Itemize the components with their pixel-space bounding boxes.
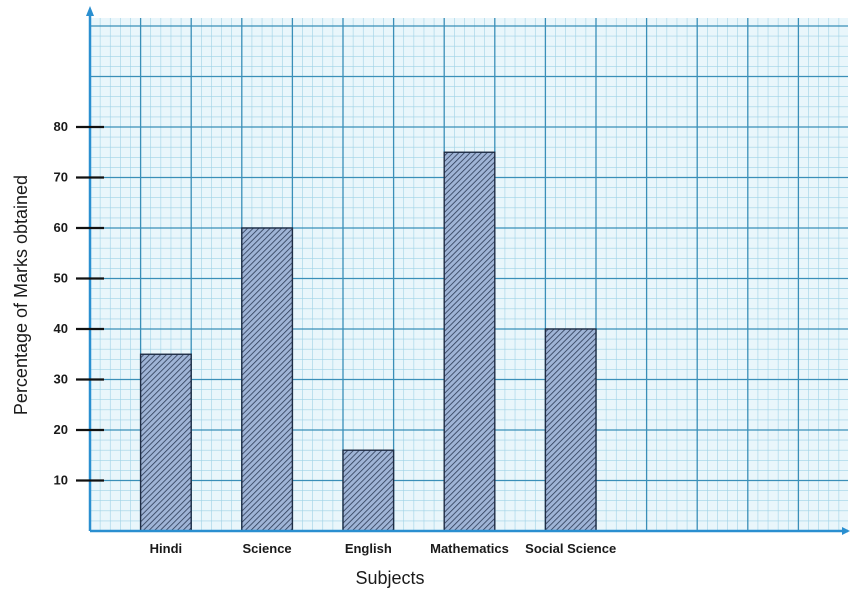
- x-tick-label: Hindi: [150, 541, 183, 556]
- y-tick-label: 60: [54, 220, 68, 235]
- x-tick-label: Social Science: [525, 541, 616, 556]
- x-tick-label: Science: [243, 541, 292, 556]
- y-tick-label: 40: [54, 321, 68, 336]
- x-tick-labels: Hindi Science English Mathematics Social Sci…: [150, 541, 617, 556]
- y-tick-label: 10: [54, 473, 68, 488]
- x-tick-label: English: [345, 541, 392, 556]
- bar-english: [342, 449, 395, 532]
- y-tick-label: 20: [54, 422, 68, 437]
- bar-social-science: [544, 328, 597, 532]
- bar-mathematics: [443, 151, 496, 532]
- bar-hindi: [139, 353, 192, 532]
- y-tick-label: 50: [54, 271, 68, 286]
- y-axis-arrow: [86, 6, 94, 16]
- y-tick-label: 70: [54, 170, 68, 185]
- x-axis-title: Subjects: [355, 568, 424, 588]
- y-axis-title: Percentage of Marks obtained: [11, 175, 31, 415]
- bars: [139, 151, 597, 532]
- bar-science: [241, 227, 294, 532]
- y-ticks: 10 20 30 40 50 60 70 80: [54, 119, 104, 488]
- axes: [86, 6, 850, 535]
- y-tick-label: 30: [54, 372, 68, 387]
- x-tick-label: Mathematics: [430, 541, 509, 556]
- y-tick-label: 80: [54, 119, 68, 134]
- x-axis-arrow: [842, 527, 850, 535]
